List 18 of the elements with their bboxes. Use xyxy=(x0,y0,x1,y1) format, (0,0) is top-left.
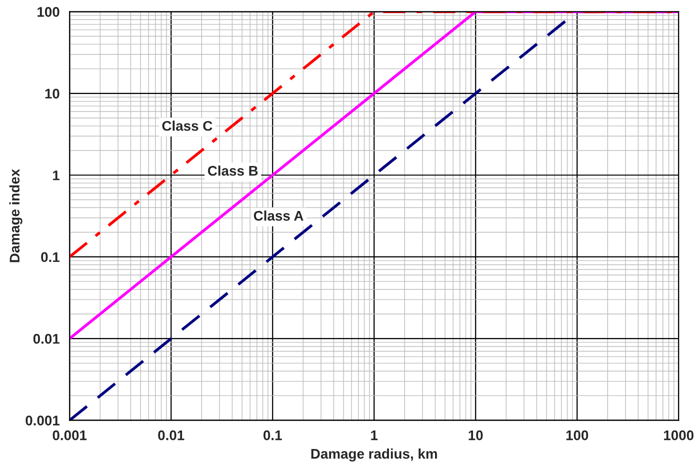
x-tick-label: 0.1 xyxy=(263,430,282,440)
y-tick-label: 0.01 xyxy=(33,334,60,344)
x-tick-label: 1000 xyxy=(664,430,694,440)
x-tick-label: 0.01 xyxy=(158,430,184,440)
y-tick-label: 100 xyxy=(38,7,60,17)
y-tick-label: 10 xyxy=(45,88,60,99)
series-label: Class B xyxy=(208,166,258,176)
x-axis-title: Damage radius, km xyxy=(311,448,437,462)
y-axis-title: Damage index xyxy=(9,169,22,262)
y-tick-label: 1 xyxy=(53,170,60,180)
series-label: Class A xyxy=(254,210,304,221)
x-tick-label: 100 xyxy=(566,430,588,440)
x-tick-label: 0.001 xyxy=(52,430,87,440)
x-tick-label: 10 xyxy=(468,430,483,440)
x-tick-label: 1 xyxy=(371,430,378,440)
y-tick-label: 0.1 xyxy=(41,252,60,262)
y-tick-label: 0.001 xyxy=(26,416,60,426)
series-label: Class C xyxy=(162,120,212,131)
